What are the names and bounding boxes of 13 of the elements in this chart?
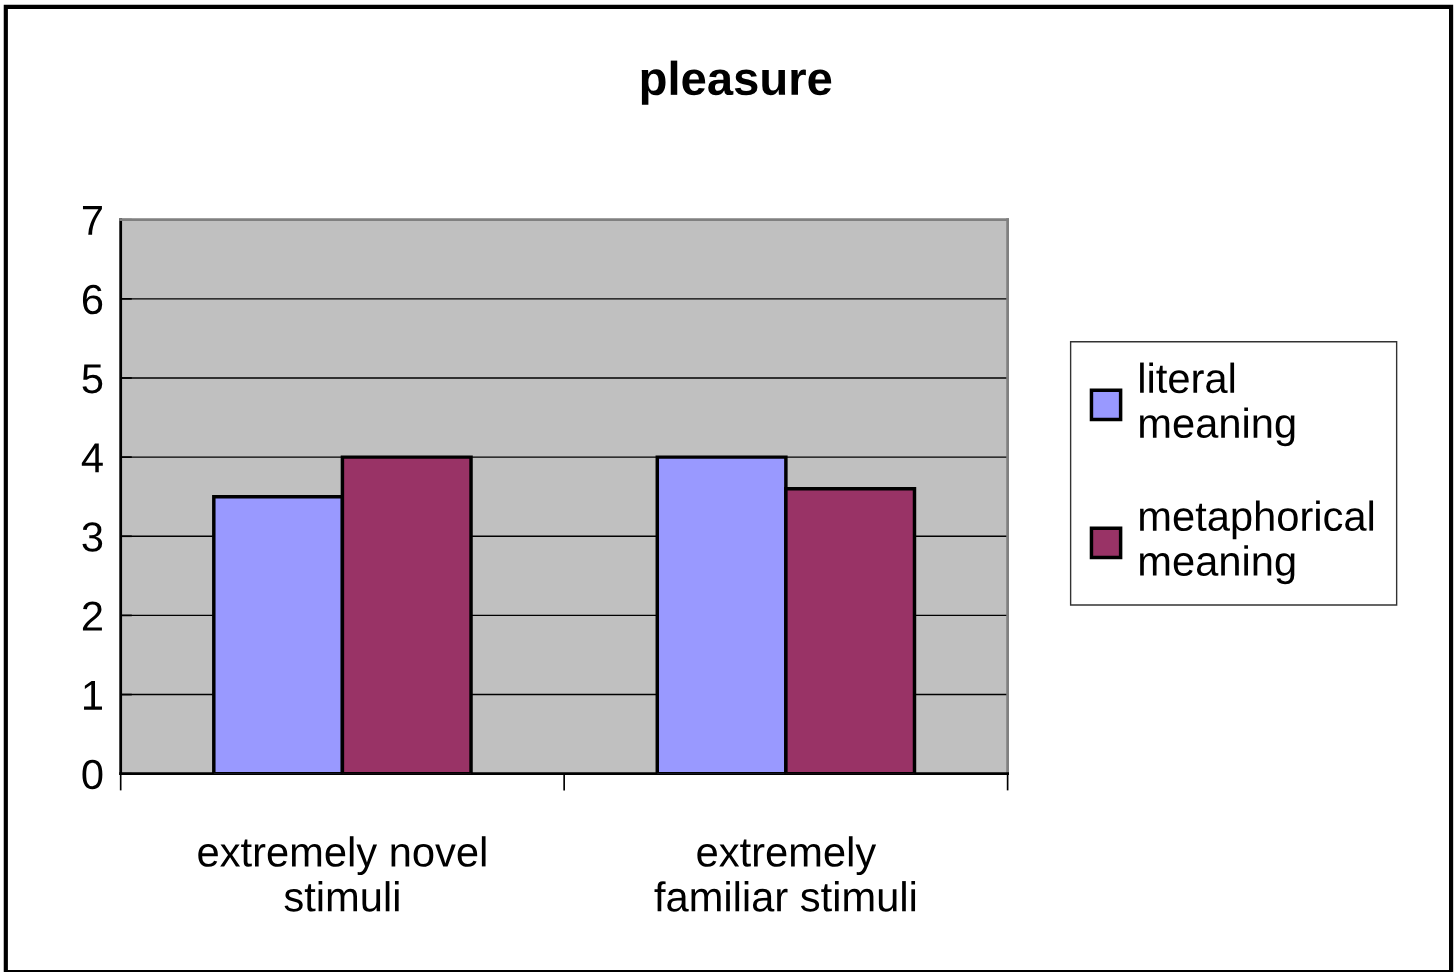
y-tick-label: 2 bbox=[82, 601, 102, 631]
legend-label: metaphorical meaning bbox=[1140, 500, 1374, 585]
x-tick-label: extremely novel stimuli bbox=[198, 836, 486, 912]
y-tick-label: 4 bbox=[81, 443, 103, 473]
y-tick-label: 7 bbox=[82, 206, 102, 235]
y-tick-label: 5 bbox=[82, 364, 103, 394]
y-tick-label: 1 bbox=[84, 681, 102, 710]
y-tick-label: 0 bbox=[82, 759, 103, 790]
y-tick-label: 6 bbox=[82, 284, 103, 315]
x-tick-label: extremely familiar stimuli bbox=[654, 836, 916, 912]
y-tick-label: 3 bbox=[82, 522, 103, 552]
chart-title: pleasure bbox=[641, 60, 832, 105]
legend-label: literal meaning bbox=[1140, 362, 1295, 447]
